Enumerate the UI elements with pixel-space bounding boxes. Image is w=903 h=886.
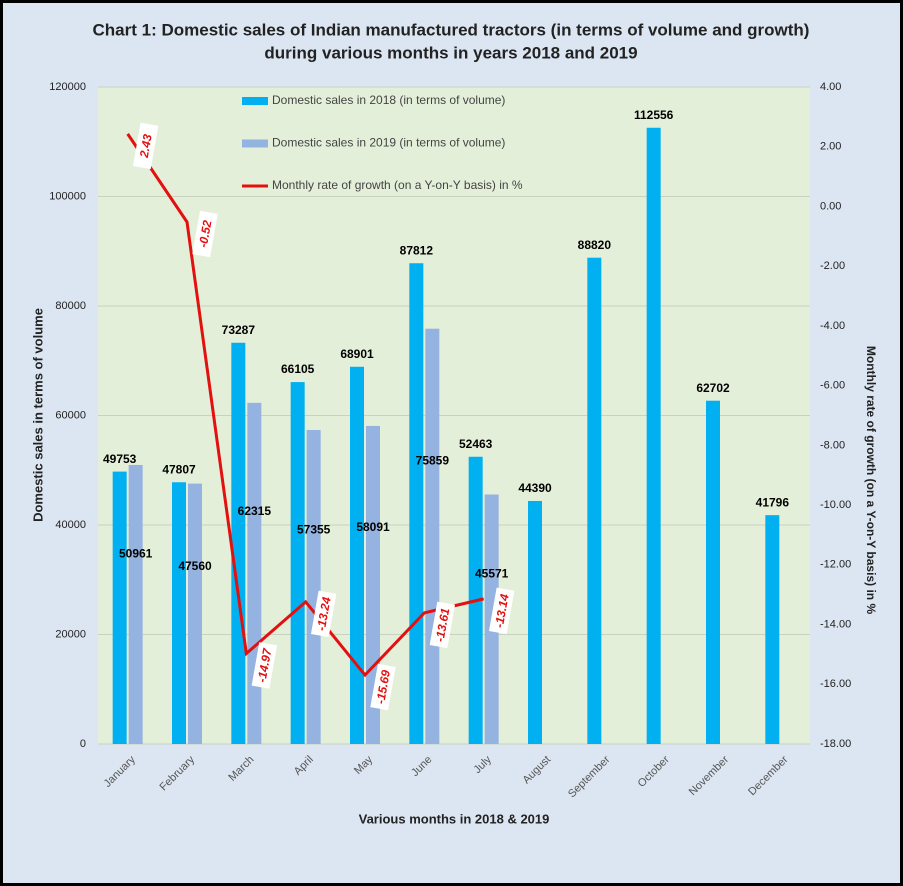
y-axis-title: Domestic sales in terms of volume [30, 308, 45, 522]
data-label: 62702 [696, 381, 730, 395]
data-label: 47807 [162, 462, 196, 476]
growth-label: -15.69 [370, 663, 396, 711]
label-box [310, 590, 337, 638]
y2-tick-label: -10.00 [820, 499, 851, 511]
data-label: 47560 [178, 559, 212, 573]
bar [247, 402, 262, 744]
y2-tick-label: -14.00 [820, 618, 851, 630]
y-tick-label: 80000 [55, 300, 86, 312]
data-label: 62315 [238, 504, 272, 518]
growth-label: 2.43 [132, 122, 159, 170]
bar [231, 342, 246, 744]
data-label: 87812 [400, 243, 434, 257]
legend-label: Domestic sales in 2019 (in terms of volu… [272, 136, 505, 150]
data-label: 58091 [356, 520, 390, 534]
data-label: -13.24 [314, 596, 334, 632]
y-tick-label: 40000 [55, 519, 86, 531]
legend-swatch [242, 139, 268, 148]
bar [765, 515, 780, 744]
legend-label: Monthly rate of growth (on a Y-on-Y basi… [272, 178, 523, 192]
y2-tick-label: 2.00 [820, 141, 841, 153]
data-label: 68901 [340, 347, 374, 361]
data-label: 45571 [475, 567, 509, 581]
bar [646, 127, 661, 744]
growth-label: -0.52 [192, 210, 218, 258]
label-box [192, 210, 218, 258]
data-label: 73287 [222, 323, 256, 337]
data-label: -15.69 [373, 669, 393, 705]
bar [290, 382, 305, 744]
y2-tick-label: 4.00 [820, 81, 841, 93]
label-box [488, 587, 515, 635]
label-box [251, 642, 278, 689]
y2-tick-label: -12.00 [820, 559, 851, 571]
y2-tick-label: -6.00 [820, 380, 845, 392]
y2-tick-label: -16.00 [820, 678, 851, 690]
y-tick-label: 60000 [55, 409, 86, 421]
chart-title: Chart 1: Domestic sales of Indian manufa… [93, 20, 810, 39]
label-box [132, 122, 159, 170]
label-box [370, 663, 396, 711]
y-tick-label: 120000 [49, 81, 86, 93]
y2-tick-label: 0.00 [820, 200, 841, 212]
growth-label: -13.61 [429, 601, 456, 649]
data-label: -0.52 [196, 219, 215, 249]
y2-tick-label: -2.00 [820, 260, 845, 272]
bar [188, 483, 202, 744]
y2-tick-label: -18.00 [820, 738, 851, 750]
y-tick-label: 20000 [55, 628, 86, 640]
growth-line [126, 133, 485, 678]
data-label: 52463 [459, 437, 493, 451]
bar [706, 400, 720, 744]
data-label: 44390 [518, 481, 552, 495]
bar [128, 464, 143, 744]
bar [528, 500, 542, 744]
growth-label: -13.14 [488, 587, 515, 635]
y2-axis-title: Monthly rate of growth (on a Y-on-Y basi… [864, 346, 878, 615]
bar [112, 471, 127, 744]
data-label: 50961 [119, 546, 153, 560]
data-label: -14.97 [255, 646, 275, 683]
growth-label: -14.97 [251, 642, 278, 689]
bar [306, 429, 321, 744]
x-axis-title: Various months in 2018 & 2019 [359, 811, 550, 826]
legend-swatch [242, 97, 268, 105]
bar [172, 482, 186, 744]
data-label: 41796 [756, 495, 790, 509]
y-tick-label: 0 [80, 738, 86, 750]
data-label: 2.43 [137, 133, 155, 160]
y-tick-label: 100000 [49, 190, 86, 202]
growth-label: -13.24 [310, 590, 337, 638]
chart-title: during various months in years 2018 and … [264, 43, 637, 62]
label-box [429, 601, 456, 649]
bar [409, 263, 424, 744]
data-label: 49753 [103, 452, 137, 466]
bar [425, 328, 440, 744]
data-label: -13.61 [433, 607, 453, 643]
data-label: 66105 [281, 362, 315, 376]
data-label: 112556 [634, 108, 674, 122]
bar [350, 366, 364, 744]
data-label: 88820 [578, 238, 612, 252]
y2-tick-label: -8.00 [820, 439, 845, 451]
legend-label: Domestic sales in 2018 (in terms of volu… [272, 93, 505, 107]
data-label: 57355 [297, 523, 331, 537]
data-label: 75859 [416, 454, 450, 468]
data-label: -13.14 [492, 593, 512, 629]
y2-tick-label: -4.00 [820, 320, 845, 332]
bar [587, 257, 602, 744]
